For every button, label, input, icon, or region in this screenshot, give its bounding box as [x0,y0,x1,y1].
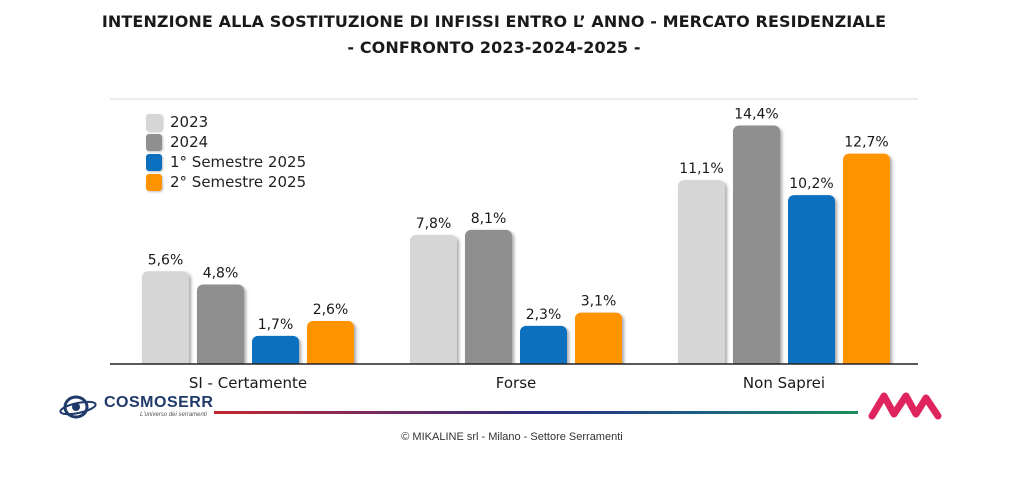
bar [733,125,780,368]
legend-item: 2° Semestre 2025 [146,172,306,192]
category-tick-label: SI - Certamente [189,374,307,392]
legend-label: 2023 [170,113,209,131]
data-label: 2,6% [313,302,349,318]
bar [678,180,725,368]
bar [575,312,622,368]
category-tick-label: Forse [496,374,536,392]
data-label: 14,4% [734,107,778,123]
legend-item: 2023 [146,112,306,132]
baseline-mask [110,364,918,374]
data-label: 4,8% [203,266,239,282]
cosmoserr-globe-icon [59,395,97,419]
bar [307,320,354,368]
data-label: 8,1% [471,211,507,227]
footer-gradient-divider [214,411,858,414]
mikaline-m-icon [868,392,942,420]
bar [465,229,512,368]
legend-item: 2024 [146,132,306,152]
data-label: 11,1% [679,161,723,177]
data-label: 5,6% [148,252,184,268]
bar [843,153,890,368]
legend-label: 1° Semestre 2025 [170,153,307,171]
chart-title-line-1: INTENZIONE ALLA SOSTITUZIONE DI INFISSI … [101,12,887,31]
data-label: 2,3% [526,307,562,323]
copyright-footer: © MIKALINE srl - Milano - Settore Serram… [401,431,623,443]
data-label: 1,7% [258,317,294,333]
data-label: 10,2% [789,176,833,192]
cosmoserr-name: COSMOSERR [104,394,214,411]
legend-swatch [146,153,162,171]
legend-item: 1° Semestre 2025 [146,152,306,172]
cosmoserr-logo: COSMOSERR L'universo dei serramenti [58,394,213,420]
bar [252,335,299,368]
legend-swatch [146,113,162,131]
cosmoserr-tagline: L'universo dei serramenti [140,412,207,418]
data-label: 7,8% [416,216,452,232]
data-label: 12,7% [844,135,888,151]
mikaline-logo [868,390,942,429]
legend-swatch [146,133,162,151]
legend-swatch [146,173,162,191]
legend-label: 2° Semestre 2025 [170,173,307,191]
bar [788,195,835,368]
legend-label: 2024 [170,133,209,151]
bar [410,234,457,368]
bar [520,325,567,368]
data-label: 3,1% [581,294,617,310]
bar [142,271,189,368]
chart-title-line-2: - CONFRONTO 2023-2024-2025 - [347,38,641,57]
chart-legend: 2023 2024 1° Semestre 2025 2° Semestre 2025 [146,112,306,192]
bar [197,284,244,368]
category-tick-label: Non Saprei [743,374,825,392]
